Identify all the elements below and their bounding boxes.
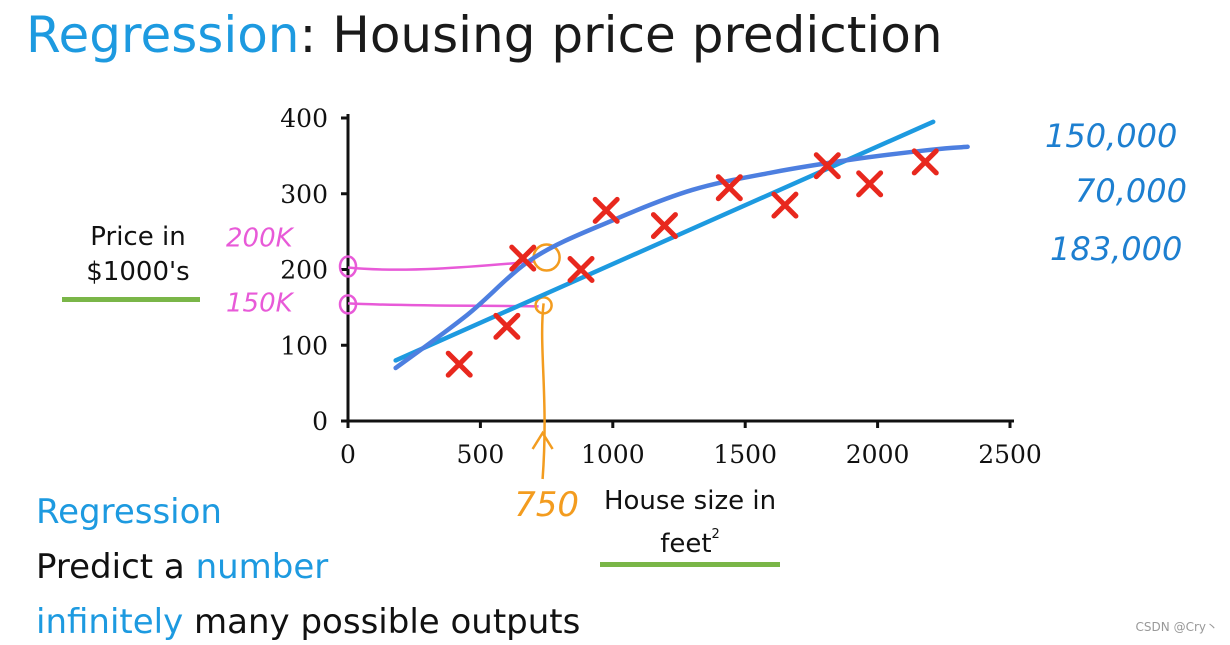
data-point-x bbox=[771, 191, 799, 219]
x-tick-label: 2500 bbox=[978, 440, 1042, 469]
predict-number: number bbox=[195, 547, 329, 587]
data-point-x bbox=[493, 312, 521, 340]
predict-prefix: Predict a bbox=[36, 547, 196, 587]
watermark: CSDN @Cry丶 bbox=[1135, 620, 1218, 634]
y-tick-label: 300 bbox=[280, 180, 328, 209]
pink-label-low: 150K bbox=[226, 288, 295, 318]
bottom-regression-label: Regression bbox=[36, 492, 222, 532]
orange-x-label: 750 bbox=[514, 485, 579, 525]
right-value-2: 70,000 bbox=[1075, 172, 1187, 210]
bottom-predict-line: Predict a number bbox=[36, 545, 328, 589]
y-label-underline bbox=[62, 297, 200, 302]
pink-circle-high bbox=[338, 255, 358, 278]
data-point-x bbox=[567, 256, 595, 283]
data-point-x bbox=[592, 196, 620, 224]
outputs-infinitely: infinitely bbox=[36, 602, 184, 642]
x-axis-label: House size in feet2 bbox=[590, 484, 790, 561]
data-point-x bbox=[813, 152, 841, 180]
x-tick-label: 1000 bbox=[581, 440, 645, 469]
y-tick-label: 400 bbox=[280, 104, 328, 133]
bottom-outputs-line: infinitely many possible outputs bbox=[36, 600, 580, 644]
y-tick-label: 100 bbox=[280, 331, 328, 360]
y-tick-label: 0 bbox=[312, 407, 328, 436]
right-value-1: 150,000 bbox=[1045, 117, 1177, 155]
pink-label-high: 200K bbox=[226, 224, 295, 254]
title-rest: : Housing price prediction bbox=[299, 6, 943, 64]
title-accent: Regression bbox=[26, 6, 300, 64]
x-tick-label: 1500 bbox=[713, 440, 777, 469]
data-point-x bbox=[856, 170, 884, 198]
x-tick-label: 500 bbox=[457, 440, 505, 469]
x-tick-label: 2000 bbox=[846, 440, 910, 469]
data-point-x bbox=[509, 244, 537, 272]
y-axis-label: Price in $1000's bbox=[86, 222, 190, 287]
orange-query-line bbox=[540, 303, 546, 480]
slide-title: Regression: Housing price prediction bbox=[26, 4, 943, 66]
pink-circle-low bbox=[338, 294, 358, 315]
curve-fit-line bbox=[393, 144, 970, 371]
data-point-x bbox=[650, 212, 678, 240]
right-value-3: 183,000 bbox=[1050, 230, 1182, 268]
data-point-x bbox=[715, 174, 743, 202]
x-axis-label-sup: 2 bbox=[711, 527, 720, 542]
x-label-underline bbox=[600, 562, 780, 567]
orange-circle-low bbox=[534, 296, 553, 315]
pink-guide-low bbox=[347, 302, 539, 308]
y-tick-label: 200 bbox=[280, 256, 328, 285]
outputs-rest: many possible outputs bbox=[183, 602, 581, 642]
x-tick-label: 0 bbox=[340, 440, 356, 469]
orange-arrow-head bbox=[531, 430, 554, 450]
data-point-x bbox=[911, 148, 939, 176]
pink-guide-high bbox=[347, 260, 535, 271]
x-axis-label-main: House size in feet bbox=[603, 486, 777, 559]
data-point-x bbox=[445, 350, 473, 378]
